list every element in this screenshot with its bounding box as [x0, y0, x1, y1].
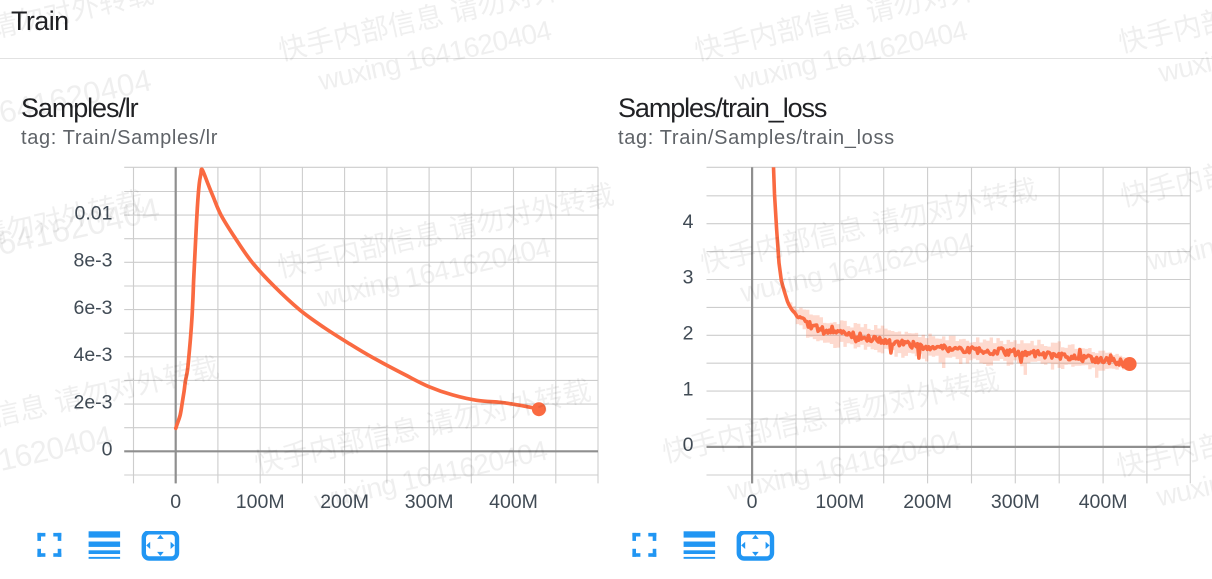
svg-text:400M: 400M [1079, 491, 1128, 513]
svg-text:0: 0 [102, 439, 113, 461]
svg-text:0: 0 [683, 434, 694, 456]
svg-text:300M: 300M [405, 491, 454, 513]
svg-text:2: 2 [683, 323, 694, 345]
svg-text:0: 0 [170, 491, 181, 513]
svg-text:100M: 100M [236, 491, 285, 513]
svg-text:2e-3: 2e-3 [73, 391, 112, 413]
svg-text:4: 4 [683, 211, 694, 233]
svg-text:200M: 200M [320, 491, 369, 513]
svg-text:3: 3 [683, 267, 694, 289]
svg-text:200M: 200M [903, 491, 952, 513]
svg-text:400M: 400M [489, 491, 538, 513]
svg-text:6e-3: 6e-3 [73, 297, 112, 319]
svg-text:1: 1 [683, 378, 694, 400]
svg-text:100M: 100M [815, 491, 864, 513]
svg-text:4e-3: 4e-3 [73, 344, 112, 366]
svg-text:8e-3: 8e-3 [73, 250, 112, 272]
svg-text:0.01: 0.01 [75, 202, 113, 224]
svg-text:300M: 300M [991, 491, 1040, 513]
svg-text:0: 0 [747, 491, 758, 513]
